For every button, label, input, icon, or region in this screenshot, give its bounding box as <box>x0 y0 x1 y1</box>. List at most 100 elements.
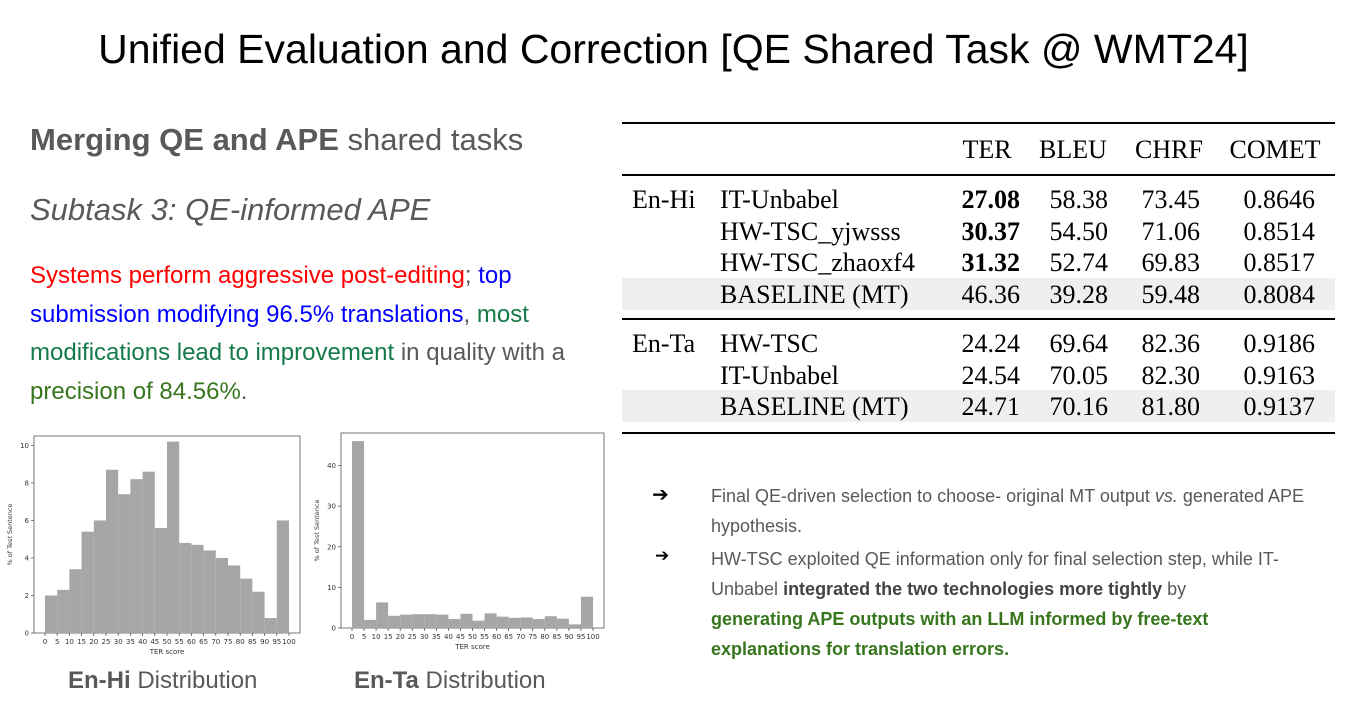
bleu-value: 58.38 <box>1049 185 1109 214</box>
table-bottom-rule <box>622 432 1335 434</box>
heading-bold: Merging QE and APE <box>30 122 339 157</box>
y-axis-label: % of Test Sentence <box>6 504 14 566</box>
y-axis-label: % of Test Sentence <box>313 500 321 562</box>
bleu-value: 52.74 <box>1049 248 1109 278</box>
histogram-bar <box>460 613 473 628</box>
histogram-bar <box>264 617 277 633</box>
bullet-2-a: HW-TSC exploited QE information only for… <box>711 549 1279 599</box>
histogram-bar <box>364 619 377 628</box>
bullet-1-b: generated APE hypothesis. <box>711 486 1305 536</box>
x-tick-label: 65 <box>199 638 208 646</box>
heading-rest: shared tasks <box>338 122 524 157</box>
histogram-bar <box>580 596 593 628</box>
histogram-bar <box>556 618 569 628</box>
ter-value: 30.37 <box>961 216 1021 246</box>
histogram-bar <box>568 624 581 628</box>
x-tick-label: 40 <box>138 638 147 646</box>
histogram-bar <box>179 542 192 633</box>
histogram-bar <box>424 614 437 628</box>
baseline-row-shade <box>622 390 1335 423</box>
en-ta-caption-rest: Distribution <box>418 667 546 694</box>
bleu-value: 70.05 <box>1049 360 1109 390</box>
x-tick-label: 45 <box>456 633 465 641</box>
bullet-1-a: Final QE-driven selection to choose- ori… <box>711 486 1155 506</box>
en-hi-caption-bold: En-Hi <box>68 667 131 694</box>
histogram-bar <box>376 602 389 628</box>
histogram-svg: 0 5 10 15 20 25 30 35 40 45 50 55 60 65 70 75 80 85 90 95 10… <box>6 435 301 656</box>
ter-value: 27.08 <box>961 185 1021 214</box>
en-hi-histogram: 0 5 10 15 20 25 30 35 40 45 50 55 60 65 70 75 80 85 90 95 10… <box>0 428 305 658</box>
system-name: IT-Unbabel <box>720 185 839 214</box>
histogram-bar <box>240 578 253 633</box>
histogram-bar <box>167 441 180 633</box>
summary-plain: in quality with a <box>394 339 565 366</box>
x-tick-label: 75 <box>224 638 233 646</box>
y-tick-label: 0 <box>25 630 29 638</box>
x-tick-label: 50 <box>163 638 172 646</box>
bullet-arrow-icon: ➔ <box>652 484 669 506</box>
histogram-bar <box>388 615 401 628</box>
chrf-value: 81.80 <box>1141 392 1201 422</box>
y-tick-label: 8 <box>25 479 29 487</box>
language-pair: En-Hi <box>632 185 696 214</box>
section-heading: Merging QE and APE shared tasks <box>30 122 523 158</box>
system-name: HW-TSC <box>720 329 819 358</box>
x-tick-label: 90 <box>260 638 269 646</box>
summary-teal: most modifications lead to improvement <box>30 300 529 367</box>
bullet-2-b: by <box>1162 579 1187 599</box>
chrf-value: 82.30 <box>1141 360 1201 390</box>
x-tick-label: 60 <box>187 638 196 646</box>
system-name: IT-Unbabel <box>720 360 839 390</box>
x-tick-label: 65 <box>504 633 513 641</box>
summary-text: Systems perform aggressive post-editing;… <box>30 257 605 411</box>
chrf-value: 59.48 <box>1141 279 1201 309</box>
histogram-bar <box>436 614 449 628</box>
x-tick-label: 35 <box>432 633 441 641</box>
histogram-bar <box>352 441 365 628</box>
x-tick-label: 80 <box>540 633 549 641</box>
column-header: COMET <box>1229 135 1321 164</box>
histogram-bar <box>276 520 289 633</box>
chrf-value: 73.45 <box>1141 185 1201 214</box>
y-tick-label: 20 <box>327 543 336 551</box>
x-tick-label: 20 <box>396 633 405 641</box>
histogram-bar <box>448 619 461 628</box>
histogram-bar <box>484 613 497 628</box>
bullet-2-strong: integrated the two technologies more tig… <box>783 579 1163 599</box>
y-tick-label: 6 <box>25 517 30 525</box>
bleu-value: 54.50 <box>1049 216 1109 246</box>
histogram-bar <box>228 565 241 633</box>
histogram-bar <box>508 617 521 628</box>
column-header: CHRF <box>1135 135 1203 164</box>
comet-value: 0.9186 <box>1243 329 1316 358</box>
en-hi-caption-rest: Distribution <box>130 667 258 694</box>
bullet-1-em: vs. <box>1154 486 1178 506</box>
x-tick-label: 0 <box>43 638 47 646</box>
histogram-bar <box>520 617 533 628</box>
table-header-rule <box>622 174 1335 176</box>
summary-green: precision of 84.56% <box>30 377 241 405</box>
x-tick-label: 95 <box>272 638 281 646</box>
x-tick-label: 55 <box>175 638 184 646</box>
comet-value: 0.9163 <box>1243 360 1316 390</box>
subtask-heading: Subtask 3: QE-informed APE <box>30 192 431 227</box>
ter-value: 24.24 <box>961 329 1021 358</box>
histogram-bar <box>69 569 82 633</box>
chrf-value: 82.36 <box>1141 329 1201 358</box>
x-tick-label: 70 <box>211 638 220 646</box>
summary-sep2: , <box>463 300 471 328</box>
x-tick-label: 5 <box>362 633 366 641</box>
chrf-value: 71.06 <box>1141 216 1201 246</box>
language-pair: En-Ta <box>632 329 696 358</box>
baseline-row-shade <box>622 277 1335 310</box>
x-tick-label: 10 <box>65 638 74 646</box>
en-ta-histogram: 0 5 10 15 20 25 30 35 40 45 50 55 60 65 70 75 80 85 90 95 10… <box>310 428 610 658</box>
y-tick-label: 30 <box>327 503 336 511</box>
bleu-value: 69.64 <box>1049 329 1109 358</box>
y-tick-label: 2 <box>25 592 29 600</box>
x-tick-label: 15 <box>384 633 393 641</box>
x-tick-label: 40 <box>444 633 453 641</box>
x-tick-label: 50 <box>468 633 477 641</box>
histogram-bar <box>118 494 131 633</box>
x-tick-label: 95 <box>576 633 585 641</box>
